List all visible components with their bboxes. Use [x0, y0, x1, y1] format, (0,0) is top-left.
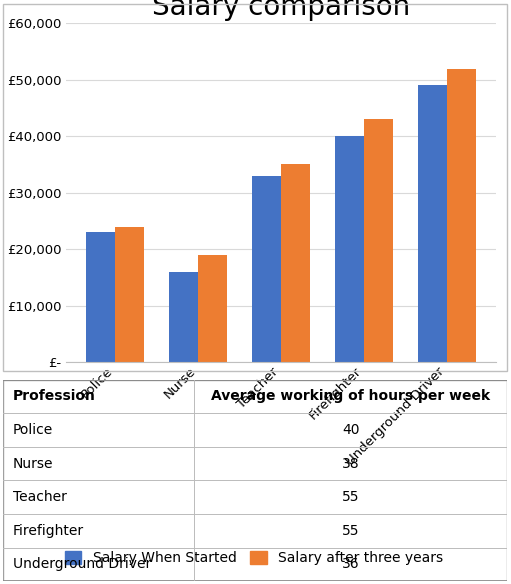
Text: 55: 55 — [342, 490, 360, 504]
Text: 40: 40 — [342, 423, 360, 437]
Text: 38: 38 — [342, 457, 360, 471]
Legend: Salary When Started, Salary after three years: Salary When Started, Salary after three … — [65, 551, 443, 565]
Bar — [252, 176, 281, 362]
Bar — [86, 232, 115, 362]
Bar — [169, 272, 198, 362]
Text: Police: Police — [13, 423, 53, 437]
Text: 55: 55 — [342, 524, 360, 538]
Text: 36: 36 — [342, 557, 360, 571]
Text: Teacher: Teacher — [13, 490, 66, 504]
Title: Salary comparison: Salary comparison — [152, 0, 410, 21]
Bar — [364, 119, 393, 362]
Text: Profession: Profession — [13, 390, 96, 404]
Bar — [115, 227, 144, 362]
Bar — [447, 68, 476, 362]
Bar — [418, 85, 447, 362]
Bar — [198, 255, 227, 362]
Bar — [335, 136, 364, 362]
Text: Average working of hours per week: Average working of hours per week — [212, 390, 491, 404]
Text: Nurse: Nurse — [13, 457, 53, 471]
Text: Underground Driver: Underground Driver — [13, 557, 151, 571]
Text: Firefighter: Firefighter — [13, 524, 84, 538]
Bar — [281, 165, 310, 362]
